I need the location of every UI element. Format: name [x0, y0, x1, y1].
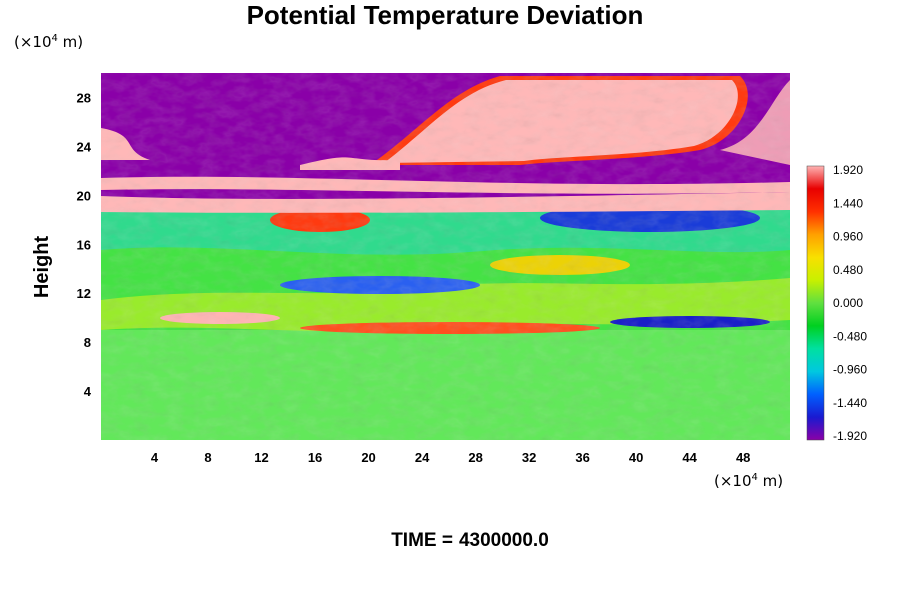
- x-tick-label: 20: [361, 450, 375, 465]
- y-unit-prefix: (×10: [14, 33, 52, 51]
- colorbar-tick-label: -1.440: [833, 396, 867, 410]
- x-ticks: 4 8 12 16 20 24 28 32 36 40 44 48: [151, 450, 751, 465]
- x-tick-label: 4: [151, 450, 159, 465]
- time-readout: TIME = 4300000.0: [0, 530, 900, 552]
- heatmap-field: [101, 73, 790, 440]
- chart-title: Potential Temperature Deviation: [246, 0, 644, 30]
- y-unit-exponent: 4: [51, 33, 58, 44]
- y-tick-label: 24: [77, 139, 92, 154]
- time-value: 4300000.0: [458, 530, 549, 551]
- colorbar-tick-label: 0.960: [833, 230, 863, 244]
- colorbar-tick-label: -0.480: [833, 329, 867, 343]
- x-unit-exponent: 4: [751, 472, 758, 483]
- colorbar-tick-label: 0.000: [833, 296, 863, 310]
- y-tick-label: 28: [77, 90, 91, 105]
- x-tick-label: 48: [736, 450, 750, 465]
- time-label: TIME =: [391, 530, 453, 551]
- colorbar-tick-label: 1.440: [833, 196, 863, 210]
- x-tick-label: 32: [522, 450, 536, 465]
- x-tick-label: 12: [254, 450, 268, 465]
- y-axis-unit: (×104 m): [14, 33, 83, 51]
- y-tick-label: 20: [77, 188, 91, 203]
- x-unit-prefix: (×10: [714, 472, 752, 490]
- x-tick-label: 8: [204, 450, 211, 465]
- x-unit-suffix: m): [757, 472, 784, 490]
- y-tick-label: 4: [84, 384, 92, 399]
- x-axis-unit: (×104 m): [714, 472, 783, 490]
- colorbar-tick-label: -0.960: [833, 363, 867, 377]
- y-ticks: 4 8 12 16 20 24 28: [77, 90, 92, 399]
- y-tick-label: 12: [77, 286, 91, 301]
- x-tick-label: 28: [468, 450, 482, 465]
- colorbar-tick-label: -1.920: [833, 429, 867, 443]
- colorbar-tick-label: 0.480: [833, 263, 863, 277]
- y-tick-label: 16: [77, 237, 91, 252]
- colorbar-ticks: 1.920 1.440 0.960 0.480 0.000 -0.480 -0.960 -1.…: [833, 163, 867, 443]
- x-tick-label: 24: [415, 450, 430, 465]
- y-tick-label: 8: [84, 335, 91, 350]
- x-tick-label: 40: [629, 450, 643, 465]
- y-unit-suffix: m): [57, 33, 84, 51]
- x-tick-label: 44: [682, 450, 697, 465]
- x-tick-label: 16: [308, 450, 322, 465]
- x-tick-label: 36: [575, 450, 589, 465]
- colorbar-tick-label: 1.920: [833, 163, 863, 177]
- field-texture: [101, 73, 790, 440]
- colorbar: [806, 165, 825, 441]
